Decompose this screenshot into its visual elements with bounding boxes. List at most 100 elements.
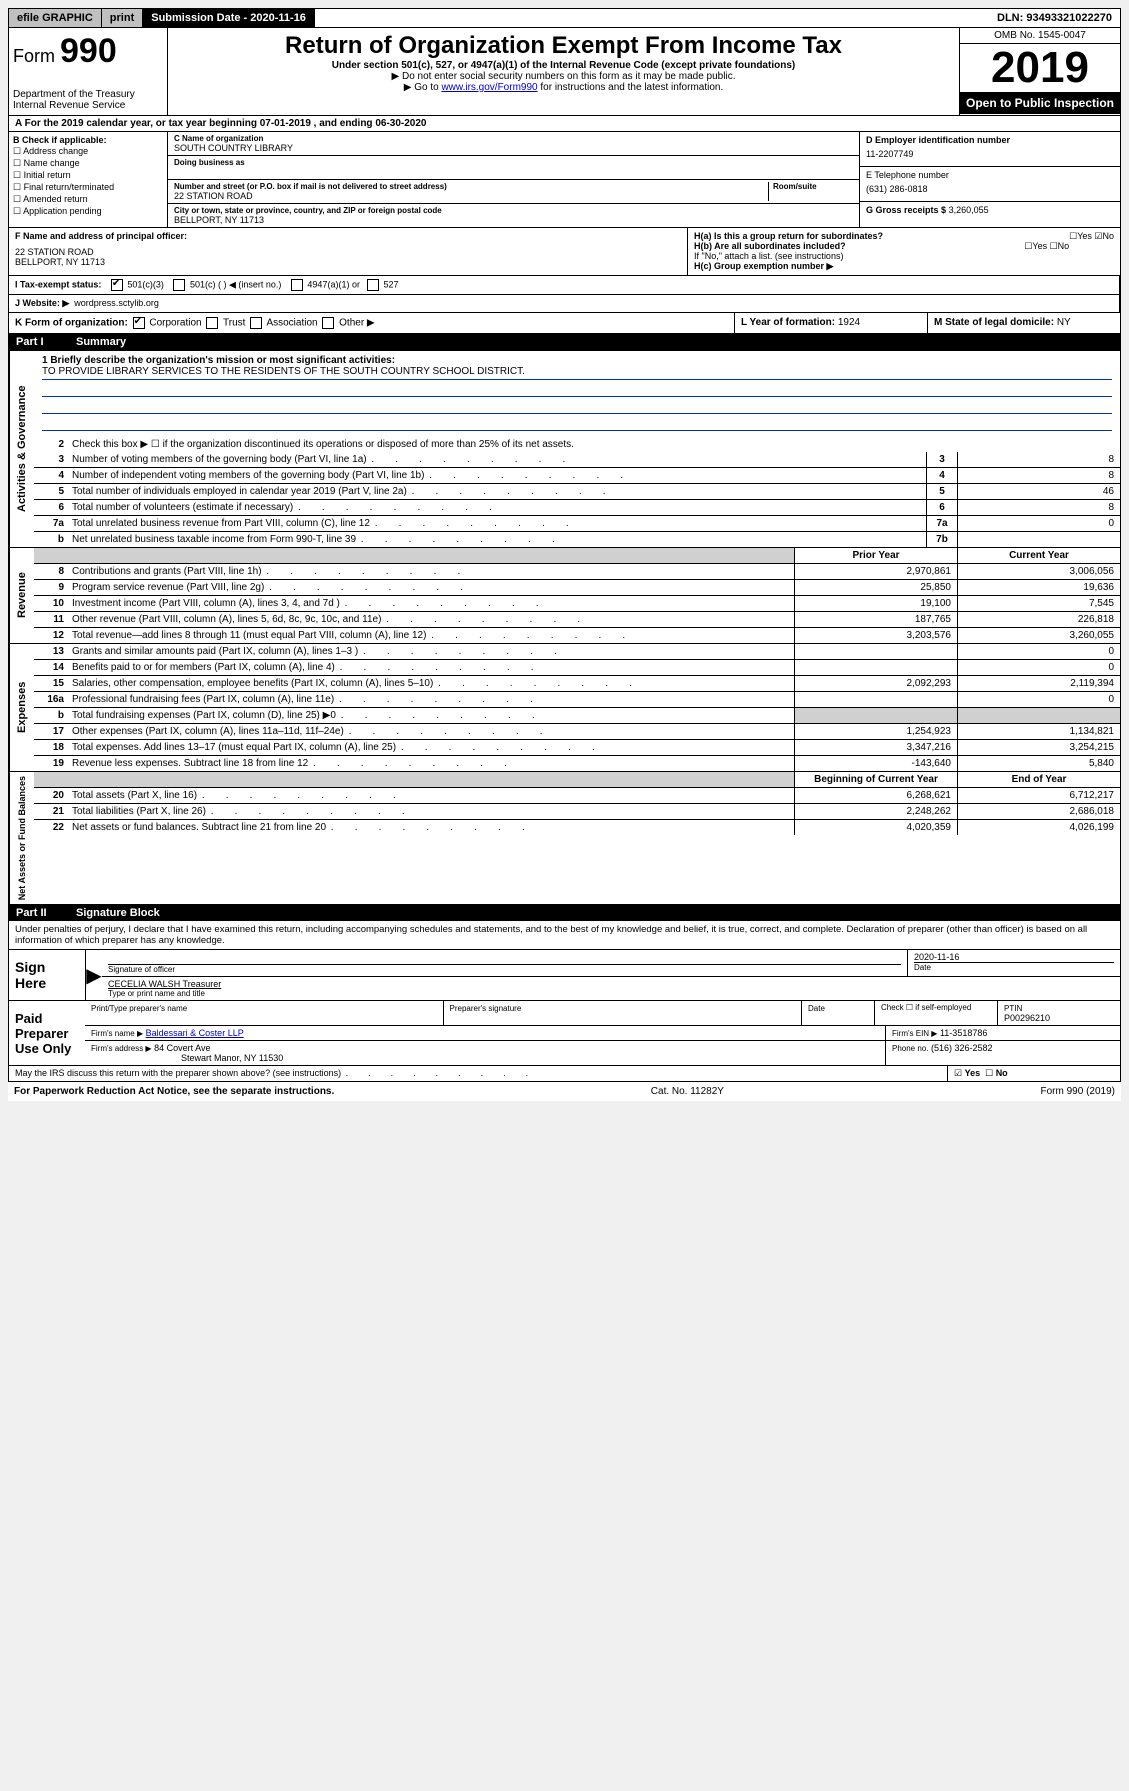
efile-button[interactable]: efile GRAPHIC <box>9 9 102 27</box>
paid-preparer-label: Paid Preparer Use Only <box>9 1001 85 1065</box>
dept-treasury: Department of the Treasury Internal Reve… <box>13 89 163 111</box>
street-address: 22 STATION ROAD <box>174 191 768 201</box>
topbar: efile GRAPHIC print Submission Date - 20… <box>8 8 1121 28</box>
prep-name-label: Print/Type preparer's name <box>91 1004 187 1013</box>
data-row: 11Other revenue (Part VIII, column (A), … <box>34 612 1120 628</box>
form-number: 990 <box>60 32 117 70</box>
irs-link[interactable]: www.irs.gov/Form990 <box>441 82 537 93</box>
check-amended[interactable]: ☐ Amended return <box>13 194 163 205</box>
h-a: H(a) Is this a group return for subordin… <box>694 231 883 241</box>
firm-name[interactable]: Baldessari & Coster LLP <box>146 1028 244 1038</box>
org-form-label: K Form of organization: <box>15 318 128 329</box>
dln: DLN: 93493321022270 <box>989 9 1120 27</box>
gov-row: 6Total number of volunteers (estimate if… <box>34 500 1120 516</box>
name-type-label: Type or print name and title <box>108 989 1114 998</box>
year-formation-label: L Year of formation: <box>741 317 835 328</box>
side-netassets: Net Assets or Fund Balances <box>9 772 34 904</box>
sig-date: 2020-11-16 <box>914 952 1114 962</box>
check-address[interactable]: ☐ Address change <box>13 146 163 157</box>
check-application[interactable]: ☐ Application pending <box>13 206 163 217</box>
check-assoc[interactable] <box>250 317 262 329</box>
officer-label: F Name and address of principal officer: <box>15 231 681 241</box>
data-row: 22Net assets or fund balances. Subtract … <box>34 820 1120 835</box>
gov-row: 3Number of voting members of the governi… <box>34 452 1120 468</box>
instruction-2: ▶ Go to www.irs.gov/Form990 for instruct… <box>176 82 951 93</box>
discuss-question: May the IRS discuss this return with the… <box>9 1066 948 1081</box>
data-row: 20Total assets (Part X, line 16)6,268,62… <box>34 788 1120 804</box>
begin-year-header: Beginning of Current Year <box>794 772 957 787</box>
part2-header: Part II Signature Block <box>8 905 1121 921</box>
prior-year-header: Prior Year <box>794 548 957 563</box>
website: wordpress.sctylib.org <box>74 298 159 308</box>
data-row: 15Salaries, other compensation, employee… <box>34 676 1120 692</box>
check-4947[interactable] <box>291 279 303 291</box>
data-row: 17Other expenses (Part IX, column (A), l… <box>34 724 1120 740</box>
submission-date: Submission Date - 2020-11-16 <box>143 9 315 27</box>
end-year-header: End of Year <box>957 772 1120 787</box>
check-final[interactable]: ☐ Final return/terminated <box>13 182 163 193</box>
ein-label: D Employer identification number <box>866 135 1114 145</box>
ptin-label: PTIN <box>1004 1004 1022 1013</box>
check-527[interactable] <box>367 279 379 291</box>
sign-here-label: Sign Here <box>9 950 85 1000</box>
form-id-box: Form 990 Department of the Treasury Inte… <box>9 28 168 115</box>
check-initial[interactable]: ☐ Initial return <box>13 170 163 181</box>
instruction-1: ▶ Do not enter social security numbers o… <box>176 71 951 82</box>
side-revenue: Revenue <box>9 548 34 643</box>
tax-status-label: I Tax-exempt status: <box>15 279 101 289</box>
year-formation: 1924 <box>838 317 860 328</box>
officer-name: CECELIA WALSH Treasurer <box>108 979 1114 989</box>
data-row: 14Benefits paid to or for members (Part … <box>34 660 1120 676</box>
line-a: A For the 2019 calendar year, or tax yea… <box>8 116 1121 132</box>
check-501c3[interactable] <box>111 279 123 291</box>
city-state-zip: BELLPORT, NY 11713 <box>174 215 853 225</box>
firm-ein-label: Firm's EIN ▶ <box>892 1029 937 1038</box>
print-button[interactable]: print <box>102 9 143 27</box>
check-other[interactable] <box>322 317 334 329</box>
omb-number: OMB No. 1545-0047 <box>960 28 1120 44</box>
firm-ein: 11-3518786 <box>940 1028 987 1038</box>
firm-addr-label: Firm's address ▶ <box>91 1044 152 1053</box>
form-label: Form <box>13 46 55 66</box>
dba-label: Doing business as <box>174 158 853 167</box>
data-row: 16aProfessional fundraising fees (Part I… <box>34 692 1120 708</box>
name-label: C Name of organization <box>174 134 853 143</box>
check-name[interactable]: ☐ Name change <box>13 158 163 169</box>
self-employed-check[interactable]: Check ☐ if self-employed <box>875 1001 998 1025</box>
ein: 11-2207749 <box>866 145 1114 163</box>
side-governance: Activities & Governance <box>9 351 34 547</box>
city-label: City or town, state or province, country… <box>174 206 853 215</box>
gross-receipts: 3,260,055 <box>949 205 989 215</box>
domicile-label: M State of legal domicile: <box>934 317 1054 328</box>
discuss-answer[interactable]: ☑ Yes ☐ No <box>948 1066 1120 1081</box>
data-row: 19Revenue less expenses. Subtract line 1… <box>34 756 1120 771</box>
phone-label: E Telephone number <box>866 170 1114 180</box>
h-b: H(b) Are all subordinates included? <box>694 241 846 251</box>
check-501c[interactable] <box>173 279 185 291</box>
footer-right: Form 990 (2019) <box>1041 1086 1115 1097</box>
tax-year: 2019 <box>960 44 1120 92</box>
gov-row: 4Number of independent voting members of… <box>34 468 1120 484</box>
page-title: Return of Organization Exempt From Incom… <box>176 32 951 60</box>
data-row: 8Contributions and grants (Part VIII, li… <box>34 564 1120 580</box>
room-label: Room/suite <box>773 182 853 191</box>
firm-phone: (516) 326-2582 <box>931 1043 993 1053</box>
mission-q: 1 Briefly describe the organization's mi… <box>42 355 1112 366</box>
data-row: 12Total revenue—add lines 8 through 11 (… <box>34 628 1120 643</box>
gov-row: 7aTotal unrelated business revenue from … <box>34 516 1120 532</box>
addr-label: Number and street (or P.O. box if mail i… <box>174 182 768 191</box>
prep-date-label: Date <box>808 1004 825 1013</box>
firm-phone-label: Phone no. <box>892 1044 928 1053</box>
part1-header: Part I Summary <box>8 334 1121 350</box>
box-b: B Check if applicable: ☐ Address change … <box>9 132 168 227</box>
current-year-header: Current Year <box>957 548 1120 563</box>
sign-arrow-icon: ▶ <box>85 950 102 1000</box>
mission-text: TO PROVIDE LIBRARY SERVICES TO THE RESID… <box>42 366 1112 380</box>
officer-addr2: BELLPORT, NY 11713 <box>15 257 681 267</box>
check-corp[interactable] <box>133 317 145 329</box>
gov-row: bNet unrelated business taxable income f… <box>34 532 1120 547</box>
officer-addr1: 22 STATION ROAD <box>15 247 681 257</box>
h-c: H(c) Group exemption number ▶ <box>694 261 1114 272</box>
check-trust[interactable] <box>206 317 218 329</box>
domicile: NY <box>1057 317 1071 328</box>
